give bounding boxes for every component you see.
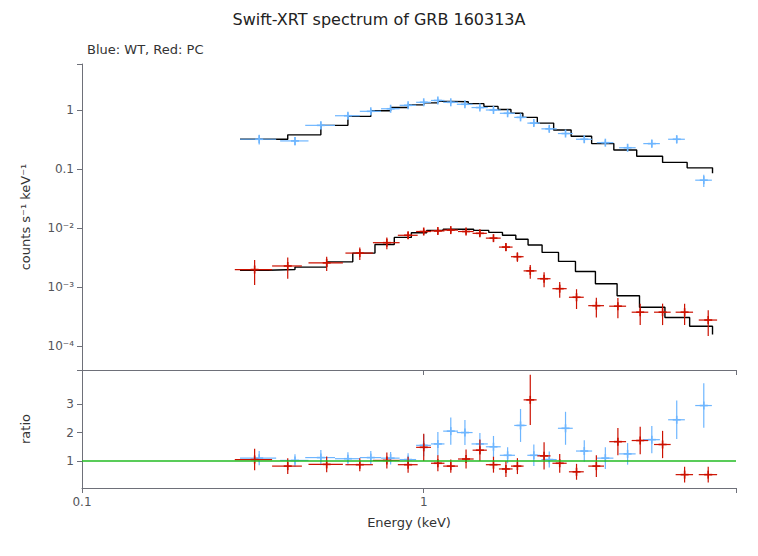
svg-text:10⁻³: 10⁻³ bbox=[48, 280, 75, 294]
svg-text:2: 2 bbox=[66, 426, 74, 440]
svg-text:counts s⁻¹ keV⁻¹: counts s⁻¹ keV⁻¹ bbox=[18, 164, 33, 271]
svg-text:10⁻²: 10⁻² bbox=[48, 221, 75, 235]
svg-text:ratio: ratio bbox=[18, 414, 33, 444]
svg-text:Swift-XRT spectrum of GRB 1603: Swift-XRT spectrum of GRB 160313A bbox=[233, 10, 526, 29]
svg-text:1: 1 bbox=[420, 495, 428, 509]
svg-text:0.1: 0.1 bbox=[72, 495, 91, 509]
svg-text:Energy (keV): Energy (keV) bbox=[367, 515, 451, 530]
svg-text:1: 1 bbox=[66, 103, 74, 117]
svg-text:1: 1 bbox=[66, 454, 74, 468]
svg-text:3: 3 bbox=[66, 397, 74, 411]
svg-text:0.1: 0.1 bbox=[55, 162, 74, 176]
svg-text:Blue: WT, Red: PC: Blue: WT, Red: PC bbox=[87, 42, 203, 57]
svg-text:10⁻⁴: 10⁻⁴ bbox=[48, 339, 75, 353]
